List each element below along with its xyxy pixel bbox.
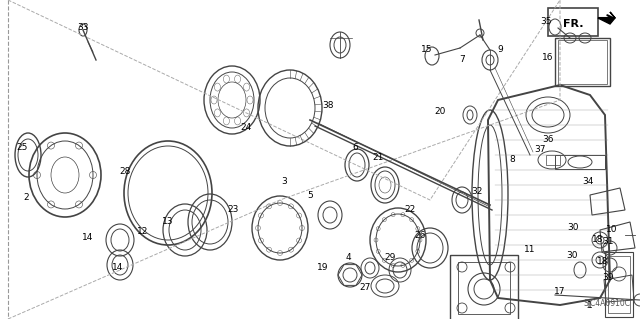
Text: 5: 5 [307,190,313,199]
Text: 24: 24 [241,123,252,132]
Bar [608,256,630,313]
Text: 13: 13 [163,218,173,226]
Text: 30: 30 [567,224,579,233]
Text: 22: 22 [404,205,415,214]
Bar [555,38,610,86]
Text: 21: 21 [372,153,384,162]
Text: 18: 18 [597,257,609,266]
Text: 29: 29 [384,253,396,262]
Polygon shape [598,12,615,24]
Text: 27: 27 [359,284,371,293]
Text: 39: 39 [602,273,614,283]
Text: 23: 23 [227,205,239,214]
Text: 17: 17 [554,286,566,295]
Text: 33: 33 [77,24,89,33]
Text: 8: 8 [509,155,515,165]
Text: 19: 19 [317,263,329,272]
Bar [605,252,633,317]
Text: FR.: FR. [563,19,584,29]
Text: 18: 18 [592,235,604,244]
Text: 37: 37 [534,145,546,154]
Text: 14: 14 [83,233,93,241]
Text: 25: 25 [16,144,28,152]
Text: 16: 16 [542,54,554,63]
Bar [555,155,605,169]
Text: 9: 9 [497,46,503,55]
Bar [458,262,510,314]
Text: 38: 38 [323,100,333,109]
Text: 1: 1 [587,300,593,309]
Text: 34: 34 [582,177,594,187]
Text: SJC4A0910C: SJC4A0910C [583,299,630,308]
Text: 31: 31 [602,238,614,247]
Text: 7: 7 [459,56,465,64]
Text: 14: 14 [112,263,124,271]
Text: 20: 20 [435,108,445,116]
Text: 30: 30 [566,250,578,259]
Text: 12: 12 [138,227,148,236]
Text: 6: 6 [352,144,358,152]
Text: 15: 15 [421,46,433,55]
Text: 32: 32 [471,188,483,197]
Text: 2: 2 [23,194,29,203]
Bar [546,155,560,165]
Text: 10: 10 [606,226,618,234]
Text: 36: 36 [542,136,554,145]
Text: 35: 35 [540,18,552,26]
Text: 3: 3 [281,177,287,187]
Text: 11: 11 [524,246,536,255]
Text: 4: 4 [345,254,351,263]
Text: 28: 28 [119,167,131,176]
Bar [450,255,518,319]
Bar [558,40,607,84]
Text: 26: 26 [414,231,426,240]
Bar [548,8,598,36]
